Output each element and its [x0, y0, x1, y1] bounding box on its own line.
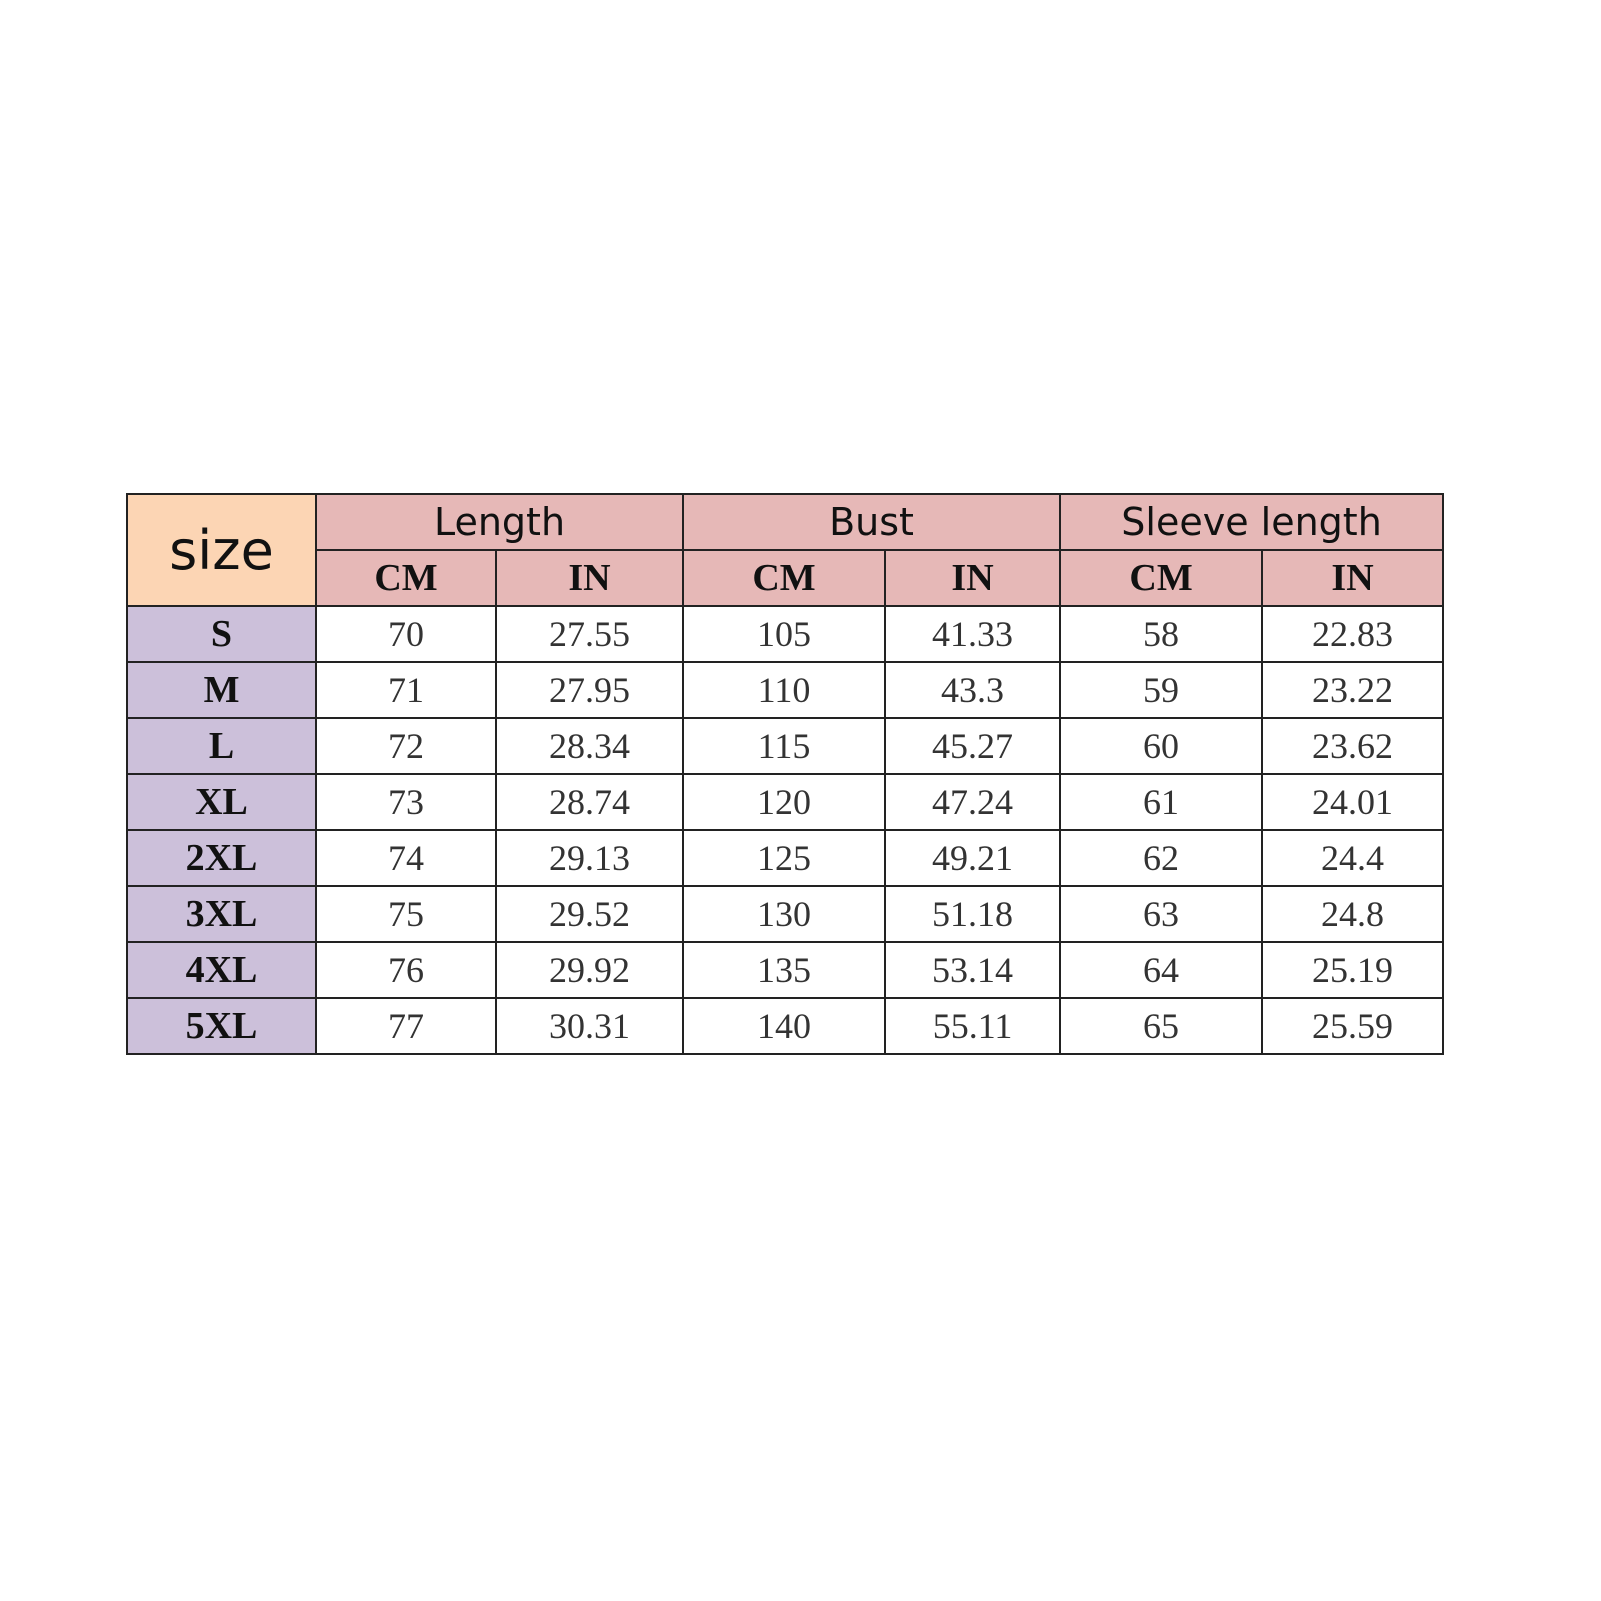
value-cell: 45.27: [884, 717, 1062, 775]
value-cell: 125: [682, 829, 887, 887]
value-cell: 23.62: [1261, 717, 1445, 775]
size-cell: 4XL: [126, 941, 317, 999]
value-cell: 73: [315, 773, 497, 831]
unit-header-row: CM IN CM IN CM IN: [127, 549, 1445, 607]
size-cell: 3XL: [126, 885, 317, 943]
value-cell: 59: [1059, 661, 1264, 719]
value-cell: 25.19: [1261, 941, 1445, 999]
value-cell: 71: [315, 661, 497, 719]
unit-header: IN: [884, 549, 1062, 607]
size-cell: S: [126, 605, 317, 663]
value-cell: 61: [1059, 773, 1264, 831]
table-row: XL 73 28.74 120 47.24 61 24.01: [126, 773, 1445, 831]
value-cell: 130: [682, 885, 887, 943]
value-cell: 27.95: [494, 661, 685, 719]
value-cell: 53.14: [884, 941, 1062, 999]
unit-header: IN: [494, 549, 685, 607]
table-row: M 71 27.95 110 43.3 59 23.22: [126, 661, 1445, 719]
value-cell: 76: [315, 941, 497, 999]
value-cell: 65: [1059, 997, 1264, 1055]
value-cell: 60: [1059, 717, 1264, 775]
value-cell: 105: [682, 605, 887, 663]
value-cell: 115: [682, 717, 887, 775]
table-row: 2XL 74 29.13 125 49.21 62 24.4: [126, 829, 1445, 887]
value-cell: 120: [682, 773, 887, 831]
unit-header: CM: [315, 549, 497, 607]
value-cell: 55.11: [884, 997, 1062, 1055]
table-row: S 70 27.55 105 41.33 58 22.83: [126, 605, 1445, 663]
value-cell: 23.22: [1261, 661, 1445, 719]
value-cell: 62: [1059, 829, 1264, 887]
size-cell: XL: [126, 773, 317, 831]
value-cell: 70: [315, 605, 497, 663]
size-cell: 2XL: [126, 829, 317, 887]
value-cell: 72: [315, 717, 497, 775]
table-row: 5XL 77 30.31 140 55.11 65 25.59: [126, 997, 1445, 1055]
value-cell: 27.55: [494, 605, 685, 663]
sleeve-length-header: Sleeve length: [1059, 493, 1445, 551]
value-cell: 49.21: [884, 829, 1062, 887]
value-cell: 63: [1059, 885, 1264, 943]
unit-header: IN: [1261, 549, 1445, 607]
bust-header: Bust: [682, 493, 1062, 551]
size-cell: 5XL: [126, 997, 317, 1055]
value-cell: 64: [1059, 941, 1264, 999]
value-cell: 24.01: [1261, 773, 1445, 831]
value-cell: 75: [315, 885, 497, 943]
value-cell: 58: [1059, 605, 1264, 663]
value-cell: 140: [682, 997, 887, 1055]
size-cell: M: [126, 661, 317, 719]
value-cell: 29.13: [494, 829, 685, 887]
value-cell: 30.31: [494, 997, 685, 1055]
size-chart-table: size Length Bust Sleeve length CM IN CM …: [126, 493, 1445, 1055]
value-cell: 24.4: [1261, 829, 1445, 887]
value-cell: 41.33: [884, 605, 1062, 663]
table-row: 3XL 75 29.52 130 51.18 63 24.8: [126, 885, 1445, 943]
value-cell: 29.52: [494, 885, 685, 943]
table-row: L 72 28.34 115 45.27 60 23.62: [126, 717, 1445, 775]
group-header-row: size Length Bust Sleeve length: [126, 493, 1445, 607]
value-cell: 135: [682, 941, 887, 999]
size-cell: L: [126, 717, 317, 775]
value-cell: 28.74: [494, 773, 685, 831]
unit-header: CM: [682, 549, 887, 607]
value-cell: 22.83: [1261, 605, 1445, 663]
value-cell: 43.3: [884, 661, 1062, 719]
value-cell: 74: [315, 829, 497, 887]
value-cell: 28.34: [494, 717, 685, 775]
value-cell: 110: [682, 661, 887, 719]
value-cell: 77: [315, 997, 497, 1055]
size-header: size: [126, 493, 317, 607]
table-row: 4XL 76 29.92 135 53.14 64 25.19: [126, 941, 1445, 999]
value-cell: 47.24: [884, 773, 1062, 831]
value-cell: 29.92: [494, 941, 685, 999]
value-cell: 51.18: [884, 885, 1062, 943]
value-cell: 25.59: [1261, 997, 1445, 1055]
unit-header: CM: [1059, 549, 1264, 607]
length-header: Length: [314, 493, 685, 551]
value-cell: 24.8: [1261, 885, 1445, 943]
